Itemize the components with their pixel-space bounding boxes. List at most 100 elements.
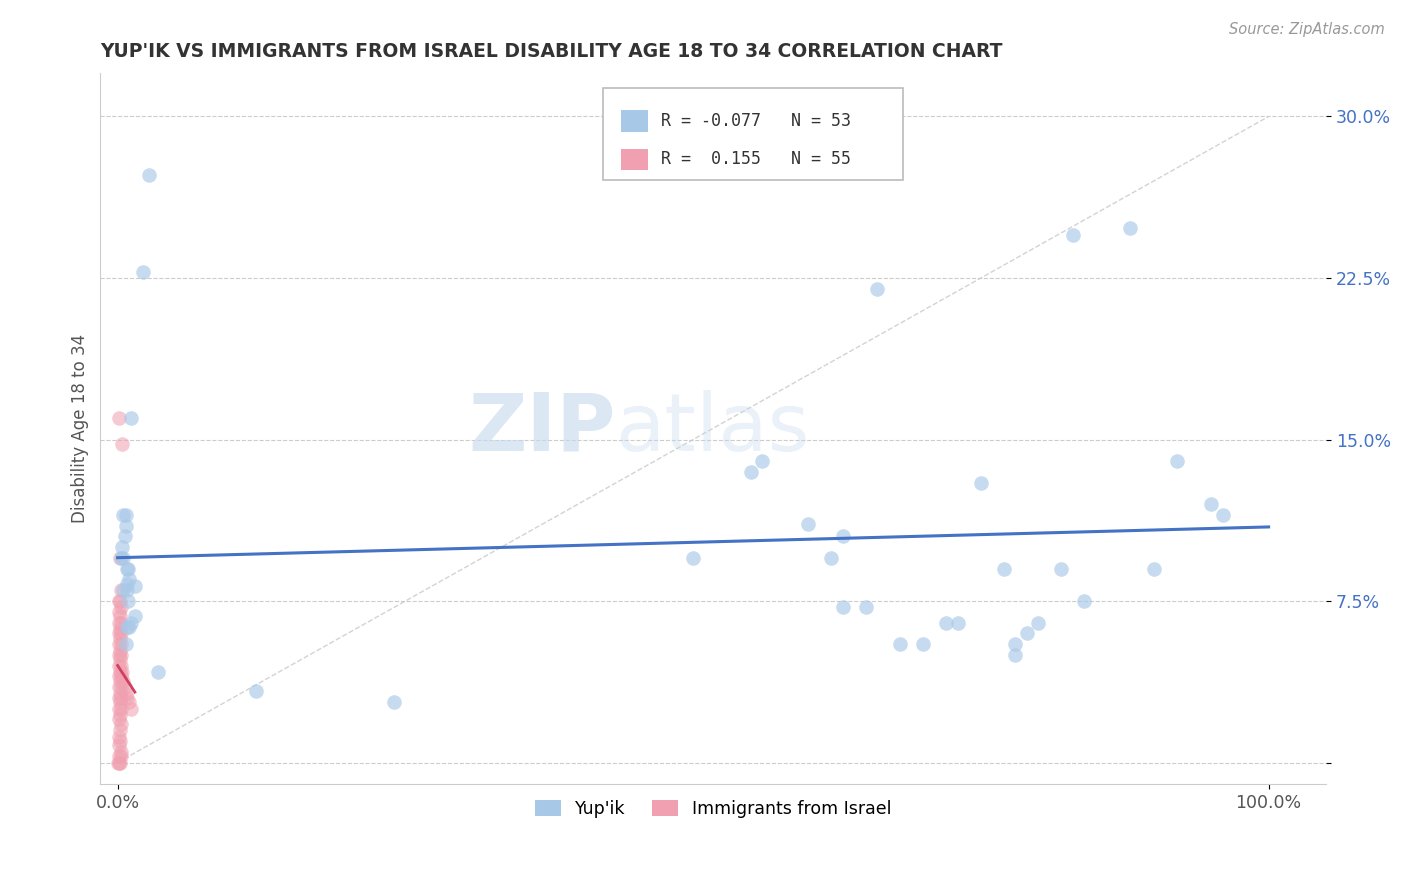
Point (946, 615, 969, 630)
Point (118, 695, 141, 709)
Point (107, 648, 129, 662)
Point (111, 437, 134, 451)
Point (112, 508, 135, 522)
Point (682, 551, 704, 566)
Point (112, 583, 135, 598)
Point (245, 684, 267, 698)
Point (108, 734, 131, 748)
Point (108, 609, 131, 624)
Point (1050, 562, 1073, 576)
Point (107, 702, 129, 716)
Text: YUP'IK VS IMMIGRANTS FROM ISRAEL DISABILITY AGE 18 TO 34 CORRELATION CHART: YUP'IK VS IMMIGRANTS FROM ISRAEL DISABIL… (100, 42, 1002, 61)
Y-axis label: Disability Age 18 to 34: Disability Age 18 to 34 (72, 334, 89, 524)
Point (1199, 497, 1222, 511)
Point (107, 690, 129, 705)
Point (114, 508, 136, 522)
Point (112, 551, 135, 566)
Point (132, 264, 155, 278)
Point (382, 695, 405, 709)
Point (114, 518, 136, 533)
Point (110, 626, 132, 640)
Point (110, 600, 132, 615)
Point (108, 594, 131, 608)
Text: R =  0.155   N = 55: R = 0.155 N = 55 (661, 151, 851, 169)
Point (110, 551, 132, 566)
FancyBboxPatch shape (621, 149, 648, 170)
Point (110, 680, 132, 694)
Point (1212, 508, 1234, 522)
Point (1073, 594, 1095, 608)
Point (107, 658, 129, 673)
Point (117, 594, 139, 608)
Point (935, 615, 957, 630)
Point (107, 411, 129, 425)
Point (107, 730, 129, 744)
Point (108, 695, 131, 709)
Text: Source: ZipAtlas.com: Source: ZipAtlas.com (1229, 22, 1385, 37)
Point (107, 626, 129, 640)
Point (1004, 648, 1026, 662)
Point (912, 637, 935, 651)
Point (110, 669, 132, 683)
Point (120, 411, 142, 425)
Point (110, 583, 132, 598)
Text: R = -0.077   N = 53: R = -0.077 N = 53 (661, 112, 851, 130)
Point (108, 652, 131, 666)
Point (120, 615, 142, 630)
Point (108, 687, 131, 701)
Point (110, 658, 132, 673)
Point (112, 673, 135, 688)
Point (108, 622, 131, 636)
Point (107, 605, 129, 619)
Point (108, 643, 131, 657)
Point (107, 749, 129, 764)
Point (115, 690, 138, 705)
Point (110, 749, 132, 764)
Point (110, 745, 132, 759)
Point (118, 573, 141, 587)
Point (831, 529, 853, 543)
Point (107, 669, 129, 683)
Point (107, 739, 129, 753)
Point (108, 708, 131, 723)
Point (117, 562, 139, 576)
Point (1166, 454, 1188, 468)
Point (107, 756, 129, 770)
Point (108, 665, 131, 679)
Point (114, 529, 136, 543)
Point (1142, 562, 1164, 576)
Point (146, 665, 169, 679)
Point (107, 756, 129, 770)
Legend: Yup'ik, Immigrants from Israel: Yup'ik, Immigrants from Israel (529, 793, 898, 825)
Point (108, 551, 131, 566)
Point (740, 465, 762, 479)
Point (118, 620, 141, 634)
Point (110, 648, 132, 662)
Point (111, 540, 134, 554)
Point (138, 168, 160, 182)
Point (108, 631, 131, 645)
Point (1004, 637, 1026, 651)
Point (120, 702, 142, 716)
Point (124, 579, 146, 593)
Point (107, 615, 129, 630)
Point (115, 562, 138, 576)
Point (115, 620, 138, 634)
Point (124, 609, 146, 624)
Point (107, 637, 129, 651)
Point (111, 665, 134, 679)
Point (107, 713, 129, 727)
Point (115, 583, 138, 598)
Point (108, 756, 131, 770)
Point (110, 690, 132, 705)
Point (993, 562, 1015, 576)
Point (110, 716, 132, 731)
Point (855, 600, 877, 615)
Point (1119, 221, 1142, 235)
Point (107, 680, 129, 694)
Point (1062, 227, 1084, 242)
Point (114, 680, 136, 694)
Point (1015, 626, 1038, 640)
Point (110, 615, 132, 630)
FancyBboxPatch shape (603, 87, 903, 180)
